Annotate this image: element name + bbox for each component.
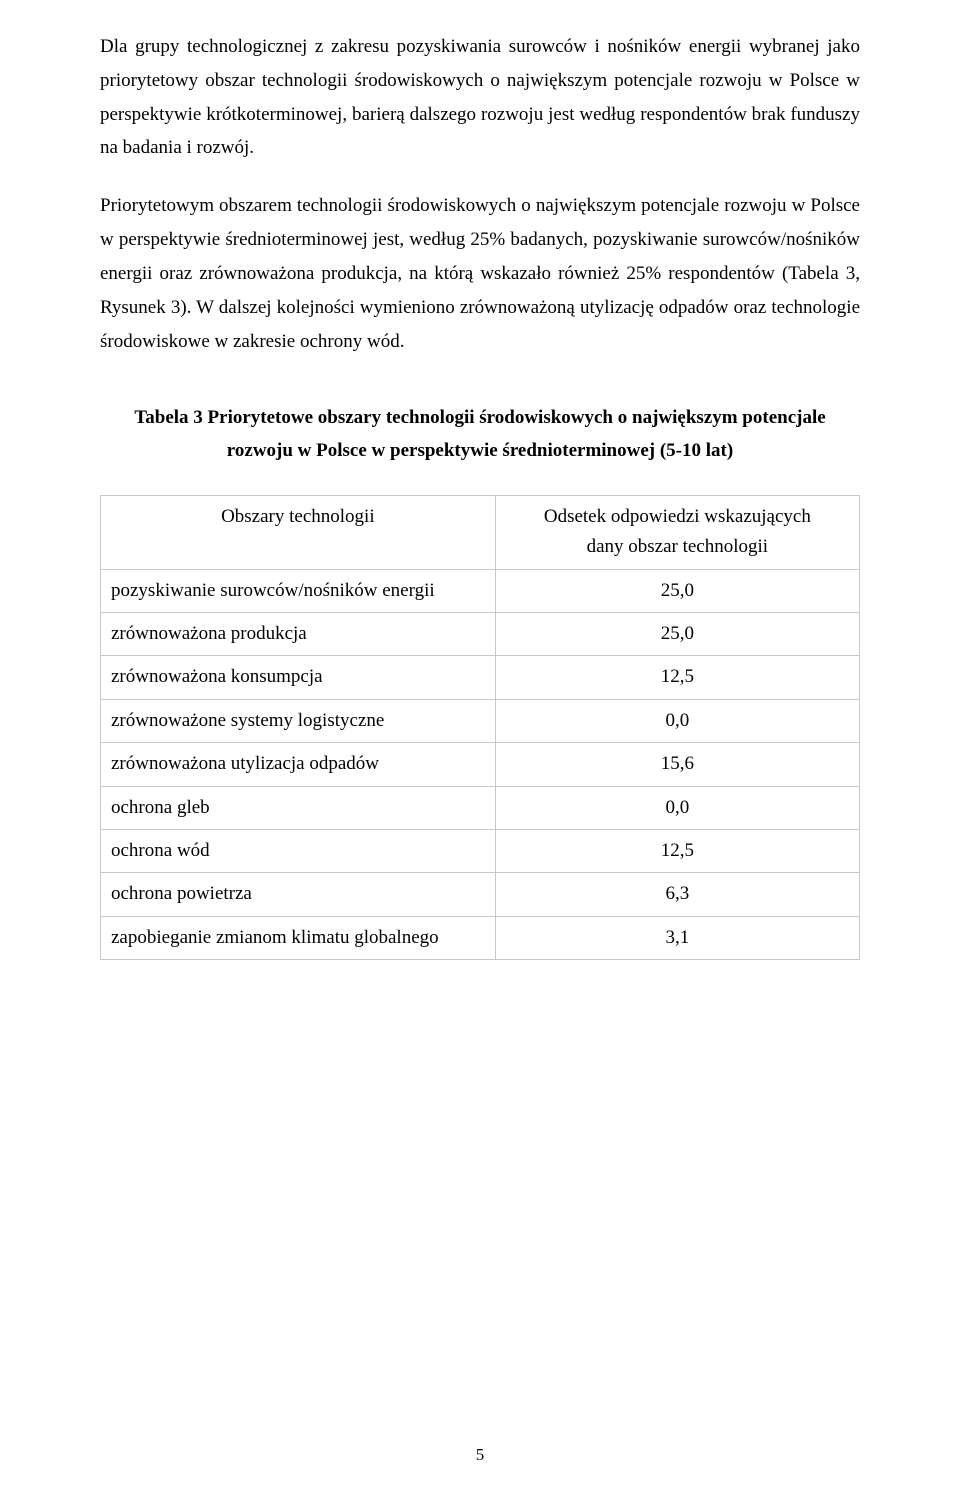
table-cell-value: 0,0 (495, 786, 859, 829)
table-cell-value: 3,1 (495, 916, 859, 959)
table-row: zrównoważona utylizacja odpadów 15,6 (101, 743, 860, 786)
page-number: 5 (0, 1445, 960, 1465)
table-cell-label: zapobieganie zmianom klimatu globalnego (101, 916, 496, 959)
table-header-col2-line1: Odsetek odpowiedzi wskazujących (506, 502, 849, 532)
table-cell-label: ochrona gleb (101, 786, 496, 829)
table-row: zrównoważona konsumpcja 12,5 (101, 656, 860, 699)
table-cell-label: pozyskiwanie surowców/nośników energii (101, 569, 496, 612)
table-header-col1: Obszary technologii (101, 495, 496, 569)
table-cell-label: zrównoważona utylizacja odpadów (101, 743, 496, 786)
table-row: pozyskiwanie surowców/nośników energii 2… (101, 569, 860, 612)
table-cell-label: zrównoważone systemy logistyczne (101, 699, 496, 742)
table-cell-label: ochrona wód (101, 830, 496, 873)
table-row: zrównoważona produkcja 25,0 (101, 613, 860, 656)
table-cell-value: 6,3 (495, 873, 859, 916)
paragraph-2: Priorytetowym obszarem technologii środo… (100, 189, 860, 358)
table-header-row: Obszary technologii Odsetek odpowiedzi w… (101, 495, 860, 569)
table-header-col2: Odsetek odpowiedzi wskazujących dany obs… (495, 495, 859, 569)
table-row: zapobieganie zmianom klimatu globalnego … (101, 916, 860, 959)
table-cell-label: ochrona powietrza (101, 873, 496, 916)
table-heading: Tabela 3 Priorytetowe obszary technologi… (100, 402, 860, 467)
table-cell-value: 25,0 (495, 613, 859, 656)
table-row: ochrona wód 12,5 (101, 830, 860, 873)
paragraph-1: Dla grupy technologicznej z zakresu pozy… (100, 30, 860, 165)
document-page: Dla grupy technologicznej z zakresu pozy… (0, 0, 960, 1495)
table-row: ochrona gleb 0,0 (101, 786, 860, 829)
table-header-col2-line2: dany obszar technologii (506, 532, 849, 562)
table-cell-label: zrównoważona produkcja (101, 613, 496, 656)
table-3: Obszary technologii Odsetek odpowiedzi w… (100, 495, 860, 960)
table-cell-value: 0,0 (495, 699, 859, 742)
table-cell-value: 12,5 (495, 656, 859, 699)
table-row: zrównoważone systemy logistyczne 0,0 (101, 699, 860, 742)
table-cell-label: zrównoważona konsumpcja (101, 656, 496, 699)
table-cell-value: 25,0 (495, 569, 859, 612)
table-cell-value: 12,5 (495, 830, 859, 873)
table-row: ochrona powietrza 6,3 (101, 873, 860, 916)
table-cell-value: 15,6 (495, 743, 859, 786)
